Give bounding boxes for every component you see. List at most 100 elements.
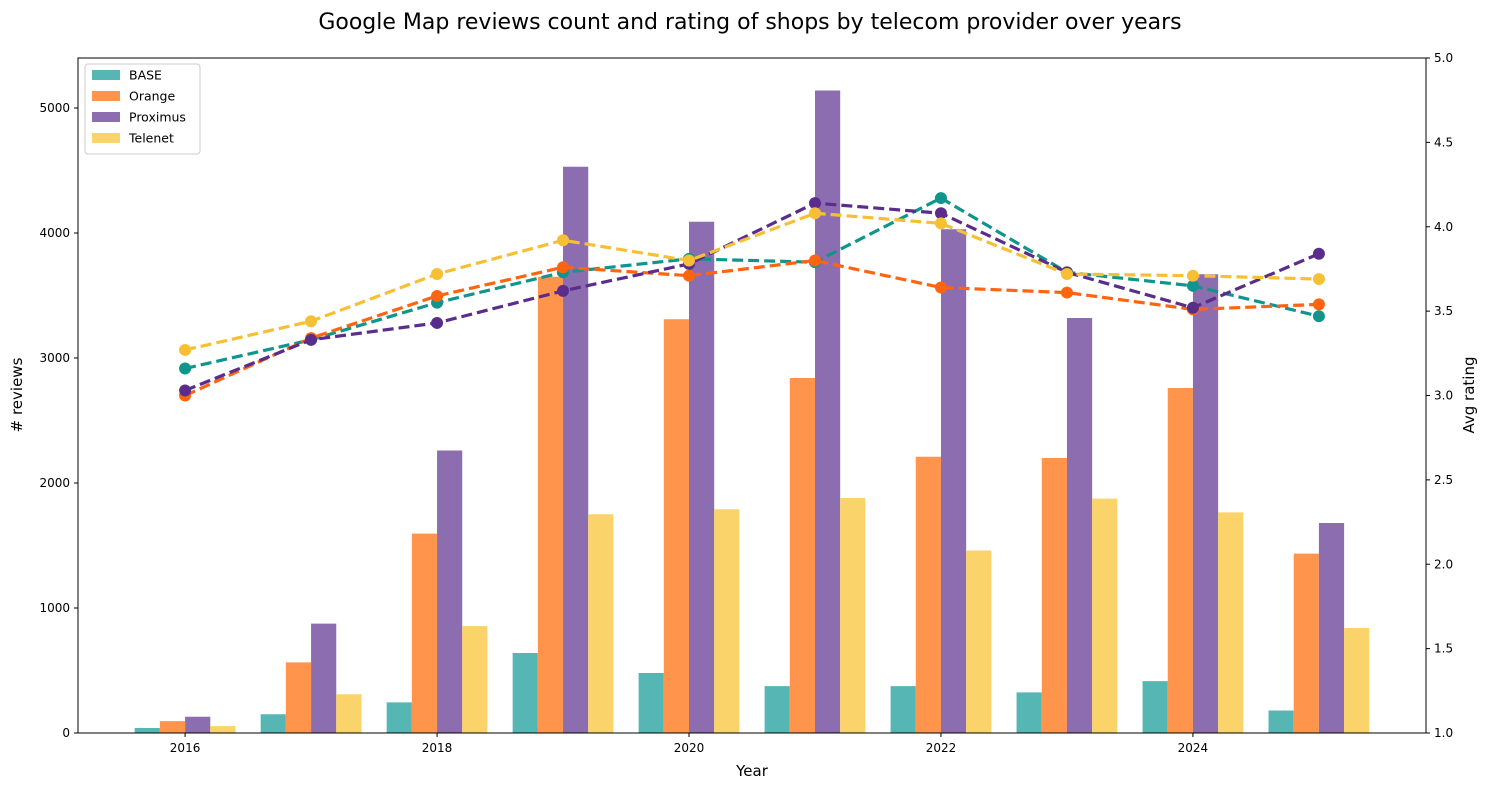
bar-proximus-2017	[311, 623, 337, 733]
bar-base-2020	[638, 673, 664, 733]
y-tick-label: 5000	[39, 101, 70, 115]
point-rating-telenet-2024	[1186, 269, 1199, 282]
y2-tick-label: 2.5	[1434, 473, 1453, 487]
bar-telenet-2016	[210, 726, 236, 733]
bar-proximus-2023	[1066, 318, 1093, 733]
bar-telenet-2019	[588, 514, 614, 733]
bar-telenet-2017	[336, 694, 362, 733]
point-rating-base-2024	[1186, 279, 1199, 292]
y2-tick-label: 3.5	[1434, 304, 1453, 318]
bar-orange-2018	[411, 533, 438, 733]
legend-swatch-proximus	[92, 112, 120, 122]
y2-axis-title: Avg rating	[1460, 357, 1478, 434]
y-tick-label: 0	[62, 726, 70, 740]
bar-orange-2020	[663, 319, 690, 733]
bar-base-2016	[134, 728, 160, 733]
chart-title: Google Map reviews count and rating of s…	[318, 10, 1181, 35]
point-rating-telenet-2023	[1060, 268, 1073, 280]
point-rating-proximus-2022	[934, 207, 947, 220]
legend-label-base: BASE	[129, 68, 162, 83]
point-rating-orange-2018	[431, 289, 444, 302]
x-tick-label: 2022	[926, 741, 957, 755]
bar-base-2021	[764, 686, 790, 733]
legend-swatch-telenet	[92, 133, 120, 143]
bar-telenet-2023	[1092, 498, 1118, 733]
point-rating-base-2016	[179, 362, 192, 375]
bar-orange-2021	[789, 378, 815, 733]
y2-tick-label: 4.0	[1434, 220, 1453, 234]
legend-swatch-orange	[92, 91, 120, 101]
legend-label-telenet: Telenet	[128, 131, 174, 146]
line-rating-telenet	[184, 211, 1319, 352]
x-tick-label: 2018	[422, 741, 453, 755]
point-rating-orange-2022	[934, 281, 947, 294]
line-layer	[179, 192, 1325, 402]
point-rating-orange-2025	[1312, 298, 1325, 311]
bar-telenet-2022	[966, 550, 992, 733]
axes-layer: 2016 2018 2020 2022 2024 0 1000 2000 3000 4000 500…	[39, 51, 1453, 755]
bar-orange-2017	[285, 662, 312, 733]
bar-proximus-2018	[437, 450, 463, 733]
y-tick-label: 2000	[39, 476, 70, 490]
point-rating-telenet-2018	[431, 268, 444, 280]
bar-proximus-2022	[940, 229, 967, 733]
y2-tick-label: 5.0	[1434, 51, 1453, 65]
legend: BASE Orange Proximus Telenet	[84, 63, 201, 155]
point-rating-orange-2021	[808, 254, 821, 267]
bar-base-2025	[1268, 710, 1294, 733]
x-axis-title: Year	[735, 762, 769, 780]
bar-proximus-2020	[689, 221, 715, 733]
y-axis-title: # reviews	[8, 357, 26, 432]
bar-telenet-2020	[714, 509, 740, 733]
bar-layer	[134, 90, 1370, 733]
y-tick-label: 3000	[39, 351, 70, 365]
point-rating-orange-2023	[1060, 286, 1073, 299]
point-rating-telenet-2021	[808, 207, 821, 220]
point-rating-telenet-2017	[305, 315, 318, 328]
y2-tick-label: 4.5	[1434, 135, 1453, 149]
bar-telenet-2025	[1344, 628, 1370, 733]
point-rating-telenet-2019	[557, 234, 570, 247]
legend-swatch-base	[92, 70, 120, 80]
x-tick-label: 2020	[674, 741, 705, 755]
bar-orange-2025	[1293, 553, 1319, 733]
bar-proximus-2024	[1192, 274, 1219, 733]
bar-base-2017	[260, 714, 286, 733]
bar-orange-2022	[915, 456, 941, 733]
point-rating-proximus-2021	[808, 197, 821, 210]
bar-base-2022	[890, 686, 916, 733]
bar-proximus-2025	[1318, 523, 1345, 733]
bar-base-2018	[386, 702, 412, 733]
bar-base-2024	[1142, 681, 1168, 733]
point-rating-proximus-2017	[305, 333, 318, 346]
bar-orange-2023	[1041, 458, 1067, 733]
point-rating-telenet-2020	[683, 254, 696, 267]
y2-tick-label: 2.0	[1434, 557, 1453, 571]
line-rating-proximus	[184, 201, 1320, 392]
bar-proximus-2016	[185, 716, 211, 733]
y2-tick-label: 1.5	[1434, 642, 1453, 656]
point-rating-telenet-2022	[934, 217, 947, 230]
bar-proximus-2021	[814, 90, 841, 733]
point-rating-telenet-2025	[1312, 273, 1325, 286]
point-rating-proximus-2025	[1312, 247, 1325, 260]
point-rating-proximus-2024	[1186, 301, 1199, 314]
y2-tick-label: 1.0	[1434, 726, 1453, 740]
legend-label-proximus: Proximus	[129, 110, 186, 125]
bar-proximus-2019	[563, 166, 589, 733]
point-rating-base-2022	[934, 192, 947, 205]
bar-orange-2024	[1167, 388, 1193, 733]
bar-base-2023	[1016, 692, 1042, 733]
point-rating-telenet-2016	[179, 343, 192, 356]
bar-orange-2019	[537, 276, 564, 733]
bar-telenet-2021	[840, 498, 866, 733]
point-rating-orange-2020	[683, 269, 696, 282]
bar-telenet-2024	[1218, 512, 1244, 733]
legend-label-orange: Orange	[129, 89, 175, 104]
line-rating-base	[184, 196, 1320, 371]
point-rating-proximus-2018	[431, 316, 444, 329]
y-tick-label: 1000	[39, 601, 70, 615]
x-tick-label: 2024	[1178, 741, 1209, 755]
